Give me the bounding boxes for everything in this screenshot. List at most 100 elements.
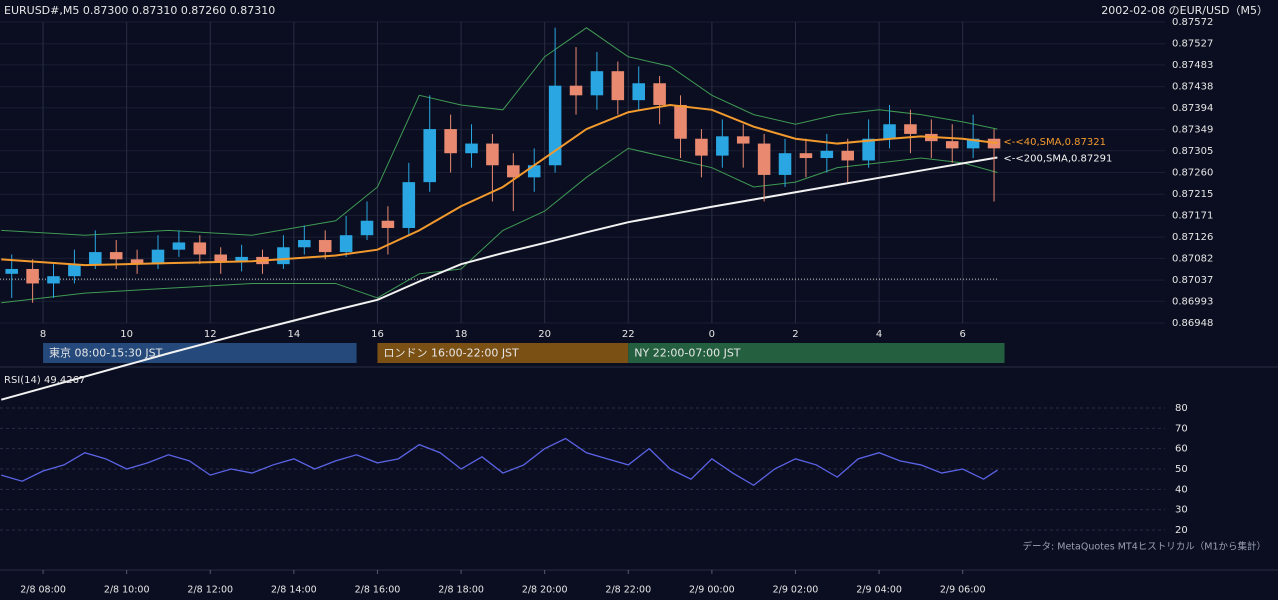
x-tick-label: 22: [622, 329, 635, 340]
time-tick-label: 2/8 12:00: [187, 585, 233, 596]
time-tick-label: 2/9 02:00: [773, 585, 819, 596]
y-tick-label: 0.87438: [1172, 82, 1213, 93]
candle-body: [298, 240, 311, 248]
candle-body: [47, 276, 60, 284]
rsi-tick-label: 70: [1175, 423, 1188, 434]
sma40-label: <-<40,SMA,0.87321: [1003, 137, 1106, 148]
time-tick-label: 2/9 04:00: [856, 585, 902, 596]
time-tick-label: 2/8 10:00: [104, 585, 150, 596]
candle-body: [883, 124, 896, 139]
candle-body: [5, 268, 18, 274]
candle-body: [527, 165, 541, 178]
time-tick-label: 2/8 20:00: [522, 585, 568, 596]
band-upper: [1, 27, 998, 236]
candle-body: [569, 85, 583, 96]
session-label: NY 22:00-07:00 JST: [634, 347, 741, 360]
candle-body: [68, 264, 81, 277]
rsi-tick-label: 80: [1175, 403, 1188, 414]
rsi-label: RSI(14) 49.4267: [4, 375, 85, 386]
session-label: 東京 08:00-15:30 JST: [49, 346, 163, 360]
session-bar: [628, 343, 1005, 363]
candle-body: [193, 242, 207, 255]
x-tick-label: 10: [120, 329, 133, 340]
candle-body: [820, 150, 834, 159]
candle-body: [465, 143, 478, 154]
x-tick-label: 14: [287, 329, 300, 340]
candle-body: [757, 143, 771, 175]
y-tick-label: 0.86993: [1172, 296, 1213, 307]
sma200-line: [0, 156, 998, 401]
candle-body: [611, 71, 625, 101]
chart-subtitle: 2002-02-08 のEUR/USD（M5）: [1101, 4, 1268, 17]
y-tick-label: 0.87037: [1172, 275, 1213, 286]
candle-body: [966, 138, 980, 149]
x-tick-label: 2: [792, 329, 798, 340]
x-tick-label: 6: [959, 329, 965, 340]
candle-body: [736, 136, 750, 144]
y-tick-label: 0.87305: [1172, 146, 1213, 157]
candle-body: [632, 83, 645, 101]
grid: [0, 21, 1165, 574]
candle-body: [674, 104, 687, 139]
x-tick-label: 18: [455, 329, 468, 340]
band-lower: [1, 147, 998, 304]
x-tick-label: 0: [709, 329, 715, 340]
time-tick-label: 2/8 08:00: [20, 585, 66, 596]
y-tick-label: 0.86948: [1172, 318, 1213, 329]
y-tick-label: 0.87527: [1172, 39, 1213, 50]
candle-body: [172, 242, 186, 250]
x-tick-label: 4: [876, 329, 882, 340]
sma200-label: <-<200,SMA,0.87291: [1003, 154, 1112, 165]
candle-body: [862, 138, 875, 161]
y-tick-label: 0.87349: [1172, 125, 1213, 136]
time-tick-label: 2/9 06:00: [940, 585, 986, 596]
sma40-line: [1, 103, 998, 267]
chart-title: EURUSD#,M5 0.87300 0.87310 0.87260 0.873…: [4, 4, 275, 17]
source-note: データ: MetaQuotes MT4ヒストリカル（M1から集計）: [1023, 541, 1266, 553]
candle-body: [841, 150, 854, 161]
y-tick-label: 0.87215: [1172, 189, 1213, 200]
candle-body: [151, 249, 165, 265]
candle-body: [381, 220, 395, 228]
candle-body: [904, 124, 917, 134]
y-tick-label: 0.87572: [1172, 17, 1213, 28]
time-tick-label: 2/9 00:00: [689, 585, 735, 596]
marks: 東京 08:00-15:30 JST ロンドン 16:00-22:00 JST NY…: [0, 27, 1005, 487]
y-tick-label: 0.87483: [1172, 60, 1213, 71]
candle-body: [130, 259, 144, 265]
rsi-tick-label: 30: [1175, 505, 1188, 516]
candle-body: [109, 252, 123, 260]
candle-body: [486, 143, 499, 166]
rsi-tick-label: 20: [1175, 525, 1188, 536]
session-label: ロンドン 16:00-22:00 JST: [383, 347, 519, 360]
x-tick-label: 16: [371, 329, 384, 340]
labels: EURUSD#,M5 0.87300 0.87310 0.87260 0.873…: [4, 4, 1268, 596]
y-tick-label: 0.87126: [1172, 232, 1213, 243]
y-tick-label: 0.87260: [1172, 168, 1213, 179]
time-tick-label: 2/8 14:00: [271, 585, 317, 596]
x-tick-label: 20: [538, 329, 551, 340]
candle-body: [423, 129, 436, 183]
rsi-line: [1, 437, 998, 487]
candle-body: [339, 235, 353, 253]
candle-body: [26, 268, 39, 284]
candle-body: [945, 141, 959, 149]
y-tick-label: 0.87394: [1172, 103, 1213, 114]
candle-body: [360, 220, 374, 236]
candle-body: [653, 83, 666, 105]
candle-body: [444, 129, 457, 154]
y-tick-label: 0.87171: [1172, 210, 1213, 221]
rsi-tick-label: 40: [1175, 484, 1188, 495]
candle-body: [590, 71, 604, 96]
time-tick-label: 2/8 16:00: [355, 585, 401, 596]
candle-body: [402, 182, 416, 228]
y-tick-label: 0.87082: [1172, 253, 1213, 264]
candle-body: [277, 247, 290, 265]
rsi-tick-label: 60: [1175, 444, 1188, 455]
candle-body: [716, 136, 729, 156]
candle-body: [548, 85, 562, 166]
candle-body: [695, 138, 708, 156]
candle-body: [778, 153, 792, 175]
time-tick-label: 2/8 18:00: [438, 585, 484, 596]
